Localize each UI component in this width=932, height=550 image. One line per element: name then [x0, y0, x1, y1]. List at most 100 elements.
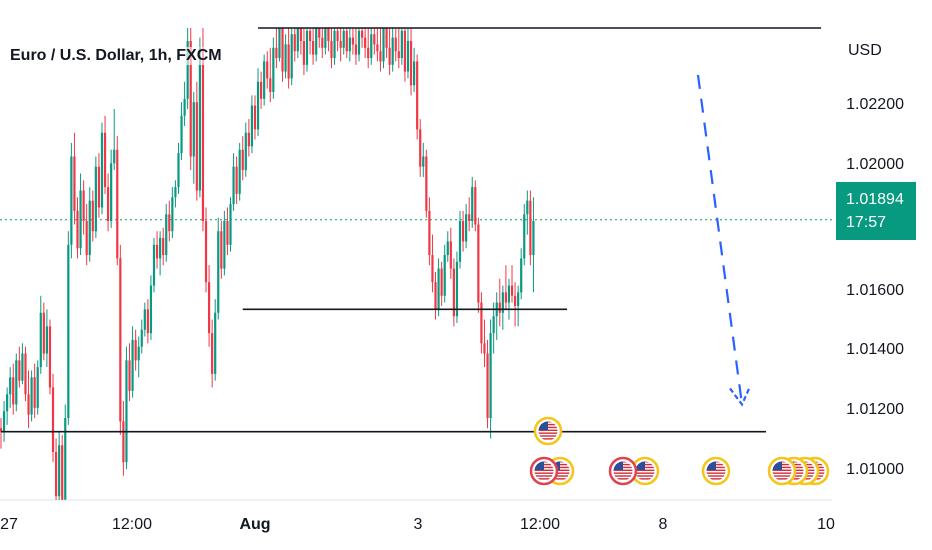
candle-body	[440, 268, 443, 296]
candle-body	[24, 353, 27, 395]
candle	[471, 176, 474, 228]
candle	[474, 180, 477, 232]
candle	[364, 28, 367, 59]
candle-body	[159, 238, 162, 259]
flag-stripe	[706, 478, 726, 480]
candle-body	[370, 34, 373, 59]
flag-stripe	[534, 472, 554, 474]
flag-stripe	[538, 429, 558, 432]
candle-body	[162, 238, 165, 256]
candle	[39, 295, 42, 374]
candle	[281, 28, 284, 82]
flag-stripe	[538, 438, 558, 440]
candle-body	[269, 78, 272, 92]
candle	[174, 180, 177, 208]
candle-body	[155, 244, 159, 259]
symbol-title[interactable]: Euro / U.S. Dollar, 1h, FXCM	[8, 47, 224, 65]
flag-face	[635, 461, 655, 480]
candle	[517, 285, 520, 327]
candle-body	[88, 200, 91, 256]
candle	[260, 71, 263, 109]
candle	[486, 339, 489, 429]
candle	[455, 251, 459, 323]
candle	[149, 275, 153, 340]
candle-body	[489, 333, 492, 419]
candle-body	[492, 316, 495, 334]
candle	[100, 122, 104, 215]
candle	[293, 28, 296, 62]
candle-body	[452, 268, 455, 317]
candle-body	[357, 30, 361, 55]
candle-body	[186, 41, 189, 99]
candle	[30, 370, 33, 422]
candle-body	[152, 244, 156, 286]
candle-body	[281, 28, 284, 72]
candle-body	[324, 28, 327, 48]
candle	[302, 28, 306, 75]
candle-body	[97, 166, 101, 208]
candle-body	[290, 34, 293, 79]
candle-body	[308, 30, 312, 42]
candle-body	[486, 353, 489, 419]
flag-stripe	[534, 469, 554, 472]
candle-body	[284, 44, 287, 72]
candle	[73, 132, 76, 225]
candle-body	[260, 81, 263, 99]
candle-body	[204, 221, 208, 283]
candle-body	[342, 30, 345, 48]
candle-body	[394, 37, 397, 52]
candle-body	[211, 333, 214, 374]
candle	[48, 319, 52, 395]
candle-body	[0, 428, 3, 432]
candle-body	[18, 360, 21, 381]
candle	[177, 142, 180, 194]
candle	[42, 302, 45, 361]
candle	[128, 343, 131, 402]
candle-body	[278, 28, 281, 59]
candle	[425, 149, 428, 218]
candle-body	[107, 187, 110, 222]
candle-body	[443, 255, 446, 296]
candle	[523, 204, 526, 266]
candle	[250, 95, 254, 154]
candle	[397, 28, 400, 69]
candle-body	[70, 156, 73, 245]
candle-body	[171, 197, 174, 232]
price-tick-label: 1.02000	[846, 156, 904, 173]
candle-body	[45, 326, 48, 354]
flag-stripe	[784, 478, 804, 480]
candle-body	[217, 231, 220, 313]
candle	[232, 153, 235, 211]
candle-body	[397, 51, 400, 59]
candle	[152, 238, 156, 293]
candle	[498, 278, 501, 327]
candle	[247, 119, 250, 157]
candle	[354, 28, 358, 65]
candle	[360, 28, 364, 48]
candle-body	[94, 166, 97, 232]
candle	[452, 258, 455, 327]
candle	[253, 95, 257, 140]
candle	[131, 326, 134, 398]
candle	[137, 336, 140, 378]
candle	[324, 28, 327, 55]
candle-body	[507, 285, 511, 303]
candle-body	[517, 292, 520, 306]
candle-body	[461, 221, 465, 242]
candle	[6, 387, 9, 425]
candle	[140, 319, 143, 354]
candle	[284, 34, 287, 79]
candle-body	[348, 37, 351, 52]
us-flag-icon	[608, 456, 638, 486]
candle	[27, 370, 30, 429]
candle-body	[195, 102, 198, 191]
candle-body	[477, 224, 480, 303]
candle	[406, 28, 410, 79]
candle-body	[455, 261, 459, 317]
candle	[192, 91, 195, 184]
candle	[165, 204, 168, 262]
candle-body	[244, 132, 247, 171]
candle	[61, 435, 64, 500]
candle-body	[247, 132, 250, 147]
